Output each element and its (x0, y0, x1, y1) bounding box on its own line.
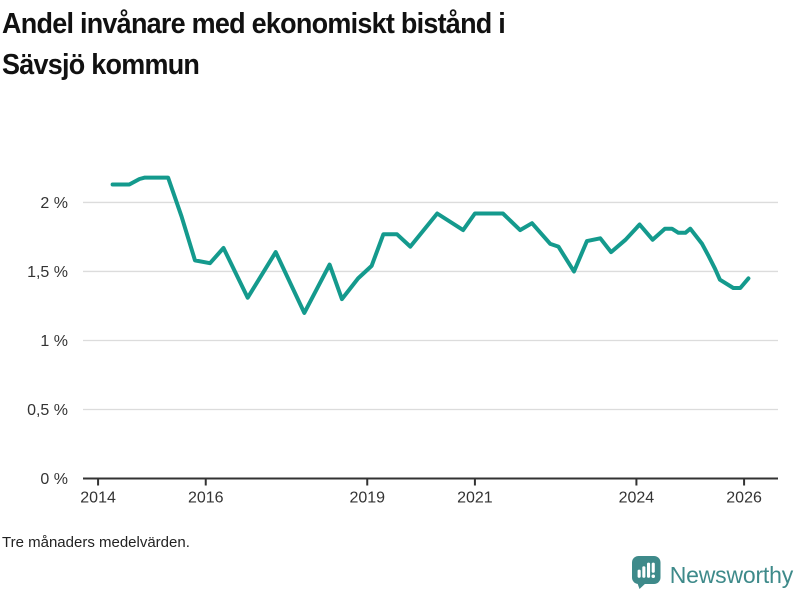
y-tick-label: 1,5 % (27, 264, 68, 281)
y-tick-label: 0 % (40, 471, 68, 488)
page-title-line2: Sävsjö kommun (2, 49, 200, 82)
y-tick-label: 1 % (40, 333, 68, 350)
bar-chart-speech-bubble-icon (631, 555, 662, 595)
x-tick-label: 2024 (619, 490, 655, 507)
x-tick-label: 2016 (188, 490, 224, 507)
x-tick-label: 2026 (726, 490, 762, 507)
y-tick-label: 0,5 % (27, 402, 68, 419)
newsworthy-logo-text: Newsworthy (669, 561, 793, 588)
trend-line (110, 175, 751, 315)
page-title-line1: Andel invånare med ekonomiskt bistånd i (2, 8, 506, 40)
x-tick-label: 2021 (457, 490, 493, 507)
newsworthy-logo: Newsworthy (631, 555, 793, 595)
chart-footnote: Tre månaders medelvärden. (2, 534, 190, 551)
y-tick-label: 2 % (40, 195, 68, 212)
page-title: Andel invånare med ekonomiskt bistånd i … (2, 4, 506, 86)
x-tick-label: 2014 (80, 490, 116, 507)
x-tick-label: 2019 (349, 490, 385, 507)
